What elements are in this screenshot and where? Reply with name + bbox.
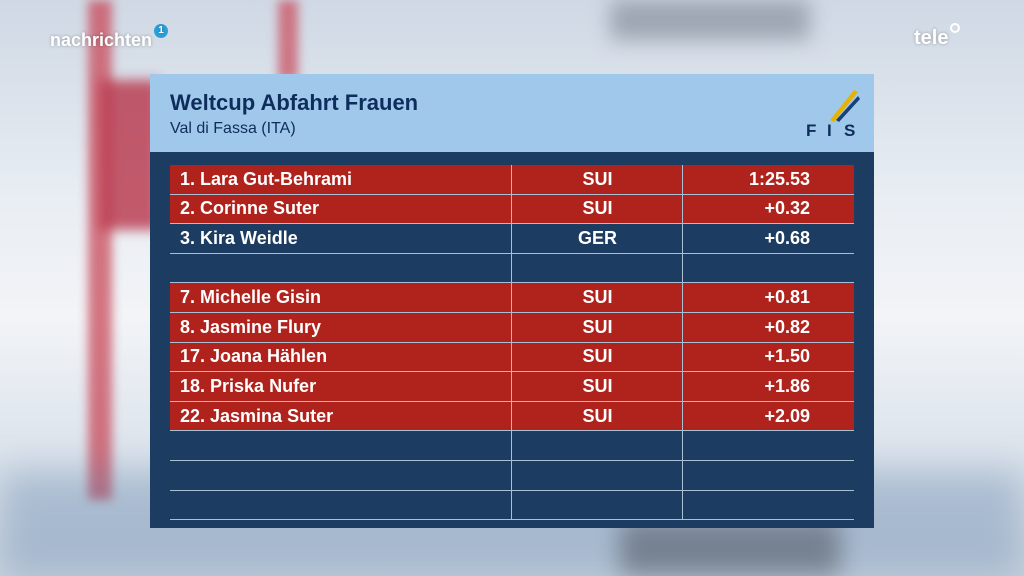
result-row: 18. Priska Nufer SUI +1.86	[170, 372, 854, 402]
athlete-nation: SUI	[512, 376, 683, 397]
athlete-nation: SUI	[512, 198, 683, 219]
column-divider	[682, 165, 683, 519]
result-row	[170, 254, 854, 284]
fis-logo-icon: F I S	[802, 82, 864, 142]
athlete-time: +1.50	[683, 346, 854, 367]
svg-text:S: S	[844, 121, 855, 140]
tele-logo-dot-icon	[950, 23, 960, 33]
athlete-name: 8. Jasmine Flury	[170, 317, 512, 338]
results-title: Weltcup Abfahrt Frauen	[170, 90, 418, 116]
result-row	[170, 461, 854, 491]
athlete-nation: SUI	[512, 317, 683, 338]
athlete-nation: SUI	[512, 287, 683, 308]
athlete-time: +0.82	[683, 317, 854, 338]
channel-logo-text: nachrichten	[50, 30, 152, 51]
channel-logo-nachrichten: nachrichten 1	[50, 30, 168, 51]
svg-text:I: I	[827, 121, 832, 140]
athlete-nation: SUI	[512, 406, 683, 427]
result-row	[170, 431, 854, 461]
athlete-time: 1:25.53	[683, 169, 854, 190]
athlete-name: 1. Lara Gut-Behrami	[170, 169, 512, 190]
athlete-time: +2.09	[683, 406, 854, 427]
result-row: 8. Jasmine Flury SUI +0.82	[170, 313, 854, 343]
athlete-time: +0.81	[683, 287, 854, 308]
result-row: 17. Joana Hählen SUI +1.50	[170, 343, 854, 373]
result-row: 2. Corinne Suter SUI +0.32	[170, 195, 854, 225]
results-table: 1. Lara Gut-Behrami SUI 1:25.53 2. Corinne …	[170, 165, 854, 520]
column-divider	[511, 165, 512, 519]
results-panel: Weltcup Abfahrt Frauen Val di Fassa (ITA…	[150, 74, 874, 528]
athlete-time: +0.32	[683, 198, 854, 219]
result-row	[170, 491, 854, 521]
channel-logo-tele: tele	[914, 27, 960, 50]
athlete-name: 3. Kira Weidle	[170, 228, 512, 249]
background-skier-blur	[620, 520, 840, 576]
results-subtitle: Val di Fassa (ITA)	[170, 120, 296, 138]
result-row: 22. Jasmina Suter SUI +2.09	[170, 402, 854, 432]
athlete-nation: SUI	[512, 169, 683, 190]
background-gate-pole-right	[278, 0, 298, 80]
athlete-name: 2. Corinne Suter	[170, 198, 512, 219]
athlete-nation: GER	[512, 228, 683, 249]
result-row: 7. Michelle Gisin SUI +0.81	[170, 283, 854, 313]
result-row: 1. Lara Gut-Behrami SUI 1:25.53	[170, 165, 854, 195]
background-gate-pole	[88, 0, 112, 500]
svg-text:F: F	[806, 121, 816, 140]
channel-badge: 1	[154, 24, 168, 38]
result-row: 3. Kira Weidle GER +0.68	[170, 224, 854, 254]
athlete-name: 7. Michelle Gisin	[170, 287, 512, 308]
athlete-name: 18. Priska Nufer	[170, 376, 512, 397]
background-blur	[610, 0, 810, 40]
results-header: Weltcup Abfahrt Frauen Val di Fassa (ITA…	[150, 74, 874, 152]
athlete-nation: SUI	[512, 346, 683, 367]
athlete-name: 17. Joana Hählen	[170, 346, 512, 367]
tele-logo-text: tele	[914, 27, 948, 50]
athlete-time: +1.86	[683, 376, 854, 397]
athlete-name: 22. Jasmina Suter	[170, 406, 512, 427]
athlete-time: +0.68	[683, 228, 854, 249]
